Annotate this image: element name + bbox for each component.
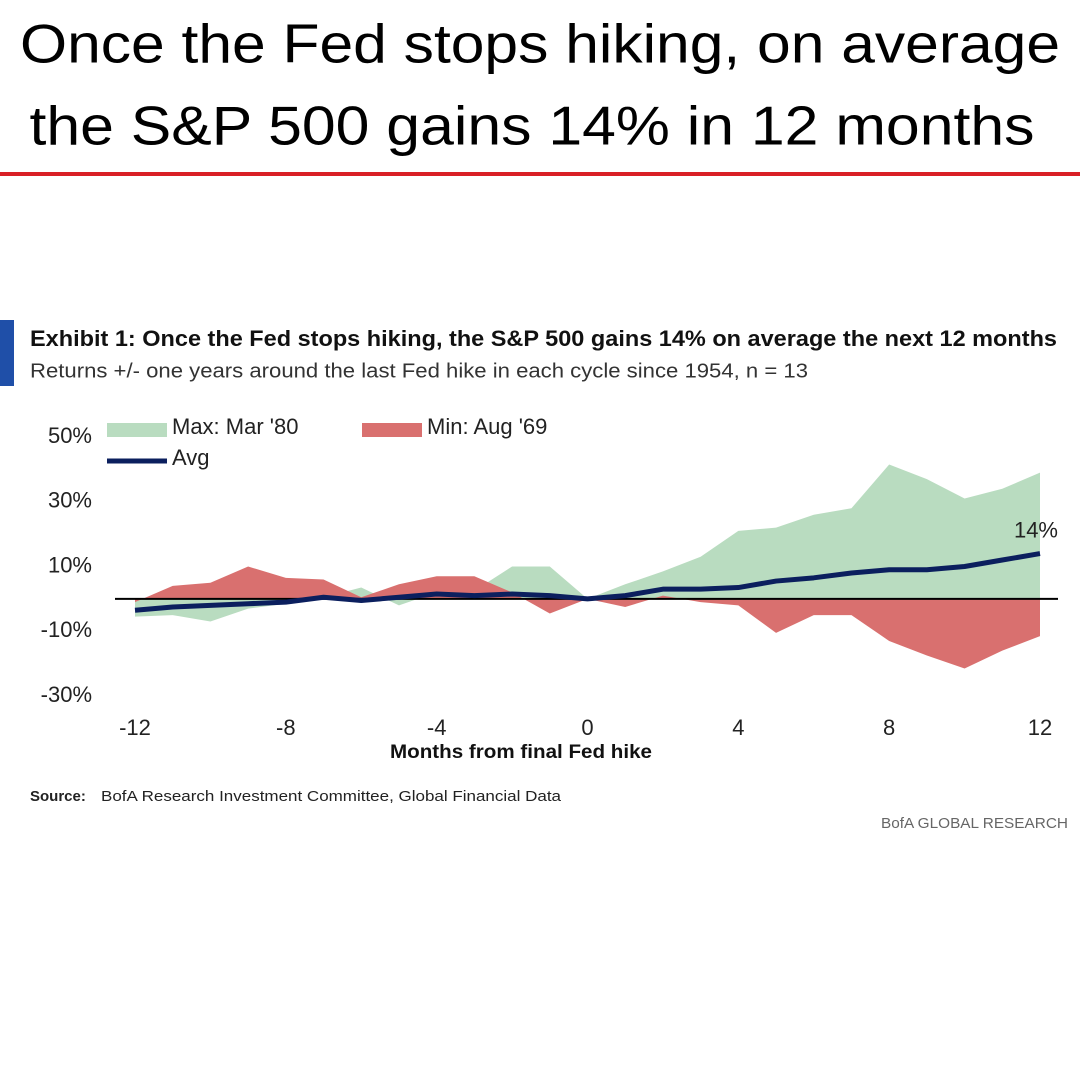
legend-label: Max: Mar '80: [172, 414, 298, 439]
accent-bar: [0, 320, 14, 386]
x-tick-label: 0: [581, 715, 593, 740]
x-tick-label: 4: [732, 715, 744, 740]
area: [135, 464, 1040, 622]
data-label: 14%: [1014, 517, 1058, 542]
brand: BofA GLOBAL RESEARCH: [881, 815, 1068, 832]
y-tick-label: 50%: [48, 423, 92, 448]
legend-label: Min: Aug '69: [427, 414, 547, 439]
source: BofA Research Investment Committee, Glob…: [101, 788, 562, 805]
legend-swatch: [107, 423, 167, 437]
x-axis-label: Months from final Fed hike: [390, 742, 652, 763]
source-label: Source:: [30, 788, 86, 805]
chart-subtitle: Returns +/- one years around the last Fe…: [30, 360, 808, 382]
x-tick-label: -8: [276, 715, 296, 740]
chart-title: Exhibit 1: Once the Fed stops hiking, th…: [30, 326, 1057, 351]
y-tick-label: 10%: [48, 552, 92, 577]
legend-swatch: [362, 423, 422, 437]
area: [135, 566, 1040, 669]
y-tick-label: 30%: [48, 488, 92, 513]
headline: the S&P 500 gains 14% in 12 months: [30, 95, 1035, 157]
y-tick-label: -10%: [41, 617, 92, 642]
x-tick-label: 8: [883, 715, 895, 740]
x-tick-label: 12: [1028, 715, 1052, 740]
headline-rule: [0, 172, 1080, 176]
headline: Once the Fed stops hiking, on average: [20, 13, 1060, 75]
y-tick-label: -30%: [41, 682, 92, 707]
legend-label: Avg: [172, 445, 210, 470]
x-tick-label: -4: [427, 715, 447, 740]
line: [134, 551, 1041, 613]
x-tick-label: -12: [119, 715, 151, 740]
